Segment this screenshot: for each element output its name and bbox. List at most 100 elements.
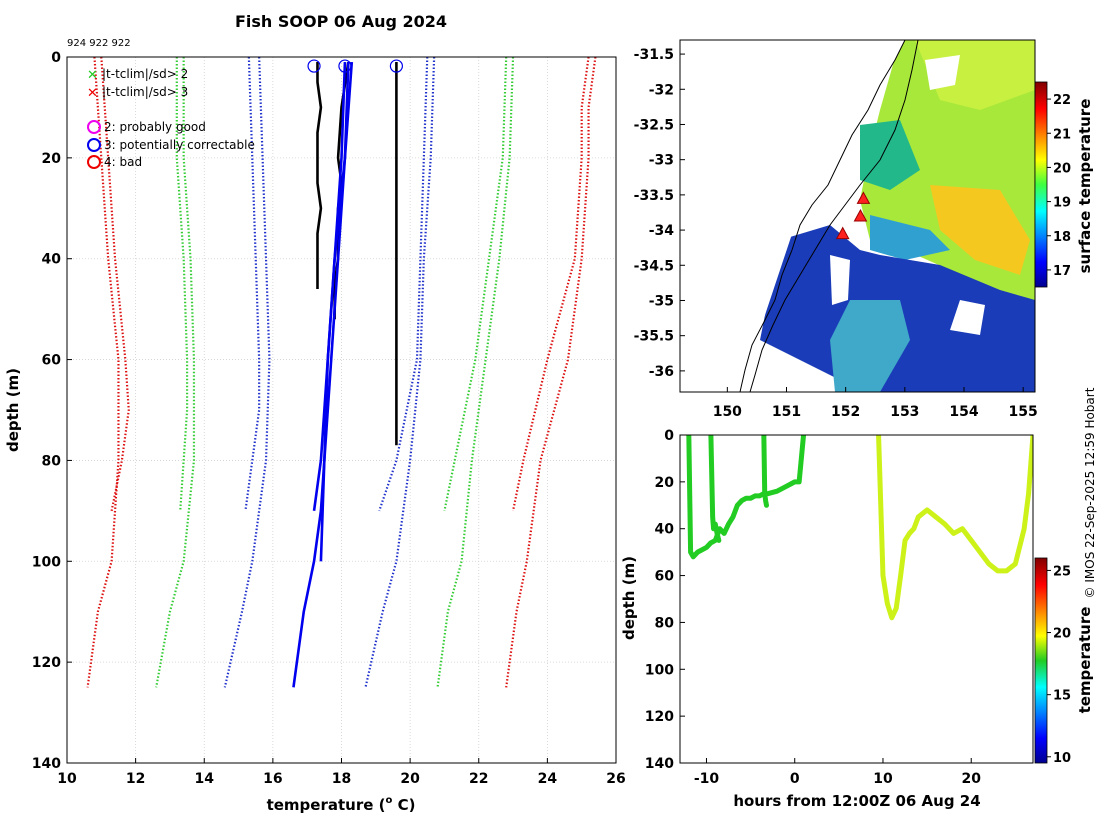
- cbar-tick-label: 25: [1053, 564, 1071, 579]
- cloud-patch: [830, 255, 850, 305]
- profile-xlabel-end: C): [392, 796, 415, 814]
- depth-time-yticks: 0 20 40 60 80 100 120 140: [645, 428, 685, 772]
- sst-field: [680, 40, 1035, 392]
- depth-time-ylabel: depth (m): [620, 556, 638, 640]
- clim-red-right-outer: [505, 57, 597, 688]
- clim-red-right: [511, 57, 590, 512]
- time-x-tick-label: 0: [790, 771, 800, 787]
- profile-blue-3: [312, 61, 347, 512]
- y-tick-label: 80: [42, 453, 62, 469]
- profile-xlabel-sup: o: [385, 795, 392, 806]
- legend-circle-icon: [87, 120, 101, 134]
- profile-ids: 924 922 922: [67, 38, 131, 49]
- sst-region-orange: [930, 185, 1030, 275]
- cbar-tick-label: 10: [1053, 751, 1071, 766]
- cloud-patch: [950, 300, 985, 335]
- map-yticks: -31.5 -32 -32.5 -33 -33.5 -34 -34.5 -35 -35.5 -36: [634, 47, 685, 380]
- profile-yticks: 0 20 40 60 80 100 120 140: [32, 50, 72, 772]
- legend-circle-icon: [87, 138, 101, 152]
- time-y-tick-label: 100: [645, 662, 674, 678]
- sst-colorbar-label: surface temperature: [1076, 99, 1094, 274]
- clim-green-left: [175, 57, 189, 511]
- time-y-tick-label: 60: [655, 569, 675, 585]
- time-y-tick-label: 140: [645, 756, 674, 772]
- map-y-tick-label: -34.5: [634, 258, 674, 274]
- time-x-tick-label: 20: [961, 771, 981, 787]
- flag-circle-3: [389, 59, 403, 73]
- map-x-tick-label: 155: [1009, 404, 1038, 420]
- time-y-tick-label: 120: [645, 709, 674, 725]
- profile-plot: 10 12 14 16 18 20 22 24 26 0 20 40 60 80 100 120 140 te…: [4, 50, 626, 814]
- y-tick-label: 0: [51, 50, 61, 66]
- legend-x-icon: ✕: [87, 86, 98, 101]
- station-marker-1: [856, 191, 871, 204]
- clim-green-right: [443, 57, 508, 512]
- time-y-tick-label: 80: [655, 615, 675, 631]
- map-y-tick-label: -35.5: [634, 329, 674, 345]
- depth-time-tracks: [686, 435, 1033, 621]
- y-tick-label: 20: [42, 151, 62, 167]
- legend-item-bad: 4: bad: [87, 155, 142, 169]
- time-x-tick-label: -10: [694, 771, 720, 787]
- station-marker-3: [835, 226, 850, 240]
- shelf-contour: [749, 40, 919, 392]
- land-area: [680, 40, 905, 392]
- y-tick-label: 120: [32, 655, 61, 671]
- x-tick-label: 20: [400, 771, 420, 787]
- map-y-tick-label: -33: [649, 153, 674, 169]
- profile-lines: [292, 61, 398, 688]
- x-tick-label: 18: [332, 771, 351, 787]
- cbar-tick-label: 21: [1053, 127, 1071, 142]
- profile-xlabel: temperature (o C): [267, 795, 416, 814]
- figure-title: Fish SOOP 06 Aug 2024: [235, 12, 447, 31]
- map-x-tick-label: 151: [772, 404, 801, 420]
- sst-region-teal: [860, 120, 920, 190]
- legend-label: |t-tclim|/sd> 3: [102, 85, 188, 99]
- cbar-tick-label: 15: [1053, 689, 1071, 704]
- legend-label: 2: probably good: [104, 120, 206, 134]
- profile-black-1: [316, 62, 323, 289]
- profile-ylabel: depth (m): [4, 368, 22, 452]
- x-tick-label: 10: [57, 771, 77, 787]
- cbar-tick-label: 19: [1053, 196, 1071, 211]
- clim-green-right-outer: [436, 57, 515, 688]
- cbar-tick-label: 20: [1053, 161, 1071, 176]
- depth-time-area: [680, 435, 1033, 763]
- legend: ✕ |t-tclim|/sd> 2 ✕ |t-tclim|/sd> 3 2: p…: [87, 67, 255, 169]
- sst-colorbar: [1034, 81, 1048, 288]
- x-tick-label: 14: [195, 771, 215, 787]
- cbar-tick-label: 17: [1053, 264, 1071, 279]
- map-x-tick-label: 150: [713, 404, 742, 420]
- climatology-lines: [86, 57, 597, 688]
- legend-item-probably-good: 2: probably good: [87, 120, 206, 134]
- station-marker-2: [853, 208, 868, 222]
- map-y-tick-label: -34: [649, 223, 675, 239]
- y-tick-label: 100: [32, 554, 61, 570]
- temp-colorbar-ticks: 10 15 20 25: [1047, 564, 1071, 766]
- track-yellow: [876, 435, 1033, 621]
- sst-map: 150 151 152 153 154 155 -31.5 -32 -32.5 -33 -33.5…: [634, 39, 1094, 420]
- flag-circle-2: [338, 59, 352, 73]
- depth-time-plot: -10 0 10 20 0 20 40 60 80 100 120 140 hours from 1…: [620, 428, 1094, 810]
- clim-blue-right-outer: [364, 57, 436, 688]
- cloud-patch: [925, 55, 960, 90]
- map-y-tick-label: -36: [649, 364, 674, 380]
- map-y-tick-label: -32.5: [634, 117, 674, 133]
- flag-markers: [307, 59, 403, 73]
- depth-time-xlabel: hours from 12:00Z 06 Aug 24: [733, 792, 980, 810]
- time-y-tick-label: 20: [655, 475, 675, 491]
- legend-label: |t-tclim|/sd> 2: [102, 67, 188, 81]
- track-green-2: [708, 435, 722, 543]
- profile-xticks: 10 12 14 16 18 20 22 24 26: [57, 758, 626, 787]
- y-tick-label: 60: [42, 353, 62, 369]
- clim-blue-right: [378, 57, 429, 512]
- map-y-tick-label: -33.5: [634, 188, 674, 204]
- map-x-tick-label: 154: [949, 404, 978, 420]
- cbar-tick-label: 22: [1053, 93, 1071, 108]
- map-xticks: 150 151 152 153 154 155: [713, 387, 1038, 420]
- depth-time-frame: [679, 434, 1034, 764]
- coastline: [739, 40, 906, 392]
- legend-label: 4: bad: [104, 155, 142, 169]
- map-y-tick-label: -35: [649, 293, 674, 309]
